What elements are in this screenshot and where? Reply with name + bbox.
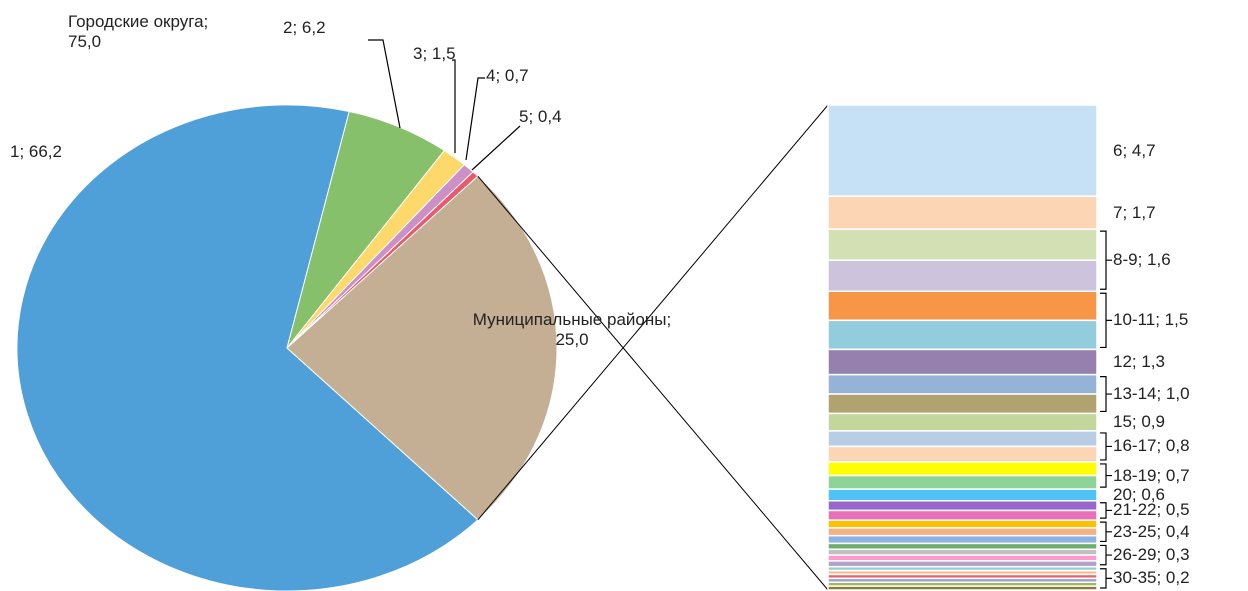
bar-segment xyxy=(827,104,1098,197)
bracket xyxy=(1100,568,1112,589)
bar-label: 12; 1,3 xyxy=(1113,352,1165,372)
slice-label: 5; 0,4 xyxy=(519,107,562,126)
bar-segment xyxy=(827,290,1098,322)
bar-label: 10-11; 1,5 xyxy=(1113,310,1189,330)
leader-line xyxy=(471,125,521,171)
bar-segment xyxy=(827,373,1098,395)
bar-segment xyxy=(827,554,1098,562)
bar-label: 6; 4,7 xyxy=(1113,140,1156,160)
bar-segment xyxy=(827,560,1098,568)
bar-segment xyxy=(827,412,1098,432)
bracket xyxy=(1100,463,1112,488)
bracket xyxy=(1100,521,1112,543)
bar-label: 13-14; 1,0 xyxy=(1113,384,1190,404)
slice-label: 3; 1,5 xyxy=(413,44,456,63)
bar-segment xyxy=(827,348,1098,376)
bar-segment xyxy=(827,195,1098,230)
bar-segment xyxy=(827,548,1098,556)
slice-label: 1; 66,2 xyxy=(10,142,62,161)
bar-label: 16-17; 0,8 xyxy=(1113,436,1190,456)
bracket xyxy=(1100,432,1112,461)
bar-segment xyxy=(827,461,1098,477)
leader-line xyxy=(452,59,456,153)
leader-line xyxy=(465,77,485,161)
bar-segment xyxy=(827,488,1098,502)
bar-segment xyxy=(827,393,1098,415)
bracket xyxy=(1100,292,1112,349)
bar-label: 18-19; 0,7 xyxy=(1113,465,1190,485)
slice-label: 4; 0,7 xyxy=(486,66,529,85)
slice-label: Муниципальные районы; 25,0 xyxy=(472,310,672,349)
bar-label: 23-25; 0,4 xyxy=(1113,521,1190,541)
bar-label: 7; 1,7 xyxy=(1113,202,1156,222)
connector-line xyxy=(477,175,829,591)
bar-segment xyxy=(827,542,1098,551)
annotation: Городские округа; 75,0 xyxy=(68,12,209,51)
bar-segment xyxy=(827,430,1098,448)
bar-segment xyxy=(827,585,1098,591)
bar-segment xyxy=(827,500,1098,512)
bar-segment xyxy=(827,259,1098,292)
bar-label: 20; 0,6 xyxy=(1113,484,1165,504)
bar-label: 21-22; 0,5 xyxy=(1113,500,1190,520)
bar-segment xyxy=(827,445,1098,463)
bar-label: 8-9; 1,6 xyxy=(1113,250,1171,270)
bar-label: 15; 0,9 xyxy=(1113,412,1165,432)
pie-slice xyxy=(16,104,479,591)
bracket xyxy=(1100,502,1112,519)
bar-segment xyxy=(827,519,1098,529)
bracket xyxy=(1100,376,1112,413)
bracket xyxy=(1100,544,1112,566)
bar-segment xyxy=(827,527,1098,537)
slice-label: 2; 6,2 xyxy=(283,18,326,37)
leader-line xyxy=(368,39,401,129)
bar-label: 30-35; 0,2 xyxy=(1113,568,1190,588)
bar-segment xyxy=(827,509,1098,521)
bracket xyxy=(1100,230,1112,290)
bar-segment xyxy=(827,534,1098,545)
bar-segment xyxy=(827,474,1098,490)
bar-segment xyxy=(827,228,1098,261)
bar-segment xyxy=(827,319,1098,351)
bar-label: 26-29; 0,3 xyxy=(1113,545,1190,565)
pie-slice xyxy=(286,175,558,521)
connector-line xyxy=(477,104,829,521)
